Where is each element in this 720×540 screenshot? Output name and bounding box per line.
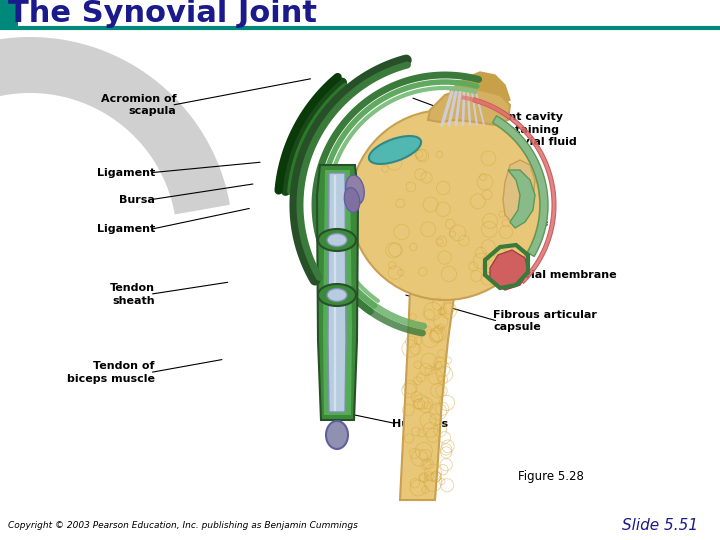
Text: Ligament: Ligament bbox=[96, 168, 155, 178]
Text: Fibrous articular
capsule: Fibrous articular capsule bbox=[493, 310, 597, 333]
Polygon shape bbox=[0, 37, 230, 214]
Text: Joint cavity
containing
synovial fluid: Joint cavity containing synovial fluid bbox=[493, 112, 577, 147]
Ellipse shape bbox=[327, 288, 347, 301]
Circle shape bbox=[350, 110, 540, 300]
Text: Acromion of
scapula: Acromion of scapula bbox=[101, 94, 176, 117]
Text: Tendon of
biceps muscle: Tendon of biceps muscle bbox=[67, 361, 155, 384]
Text: Ligament: Ligament bbox=[96, 225, 155, 234]
FancyBboxPatch shape bbox=[0, 0, 18, 28]
Ellipse shape bbox=[327, 233, 347, 246]
Text: Bursa: Bursa bbox=[119, 195, 155, 205]
Ellipse shape bbox=[346, 175, 364, 205]
Polygon shape bbox=[323, 170, 352, 415]
Polygon shape bbox=[490, 250, 528, 290]
Text: Articular
(hyaline)
cartilage: Articular (hyaline) cartilage bbox=[493, 193, 549, 228]
Ellipse shape bbox=[318, 284, 356, 306]
Text: Humerus: Humerus bbox=[392, 419, 449, 429]
Polygon shape bbox=[503, 160, 535, 222]
Ellipse shape bbox=[318, 229, 356, 251]
Polygon shape bbox=[450, 72, 510, 105]
Text: Tendon
sheath: Tendon sheath bbox=[110, 283, 155, 306]
Text: Figure 5.28: Figure 5.28 bbox=[518, 470, 584, 483]
Ellipse shape bbox=[369, 136, 421, 164]
Text: Slide 5.51: Slide 5.51 bbox=[622, 518, 698, 534]
Polygon shape bbox=[428, 90, 510, 125]
Ellipse shape bbox=[344, 187, 360, 212]
Polygon shape bbox=[473, 98, 556, 284]
Polygon shape bbox=[317, 165, 358, 420]
Polygon shape bbox=[379, 205, 511, 500]
Text: Copyright © 2003 Pearson Education, Inc. publishing as Benjamin Cummings: Copyright © 2003 Pearson Education, Inc.… bbox=[8, 522, 358, 530]
Polygon shape bbox=[492, 116, 548, 256]
Text: The Synovial Joint: The Synovial Joint bbox=[8, 0, 317, 29]
Polygon shape bbox=[508, 170, 535, 228]
Ellipse shape bbox=[326, 421, 348, 449]
Polygon shape bbox=[328, 173, 346, 412]
Polygon shape bbox=[334, 175, 335, 410]
Text: Synovial membrane: Synovial membrane bbox=[493, 271, 617, 280]
